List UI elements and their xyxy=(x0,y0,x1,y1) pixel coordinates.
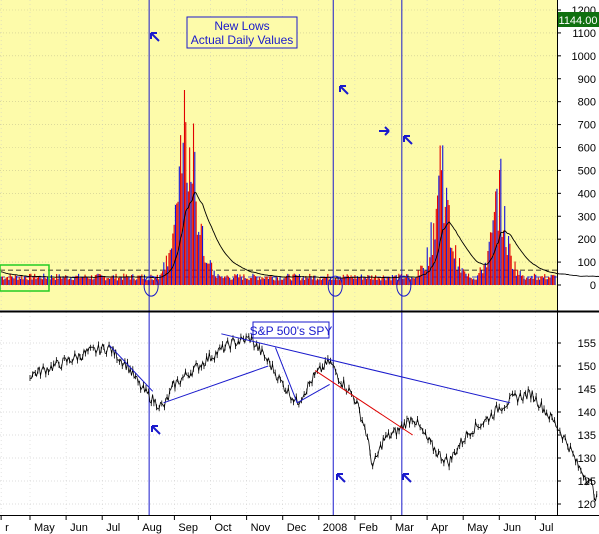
last-value-tag xyxy=(558,12,599,27)
arrow-path xyxy=(150,32,160,42)
trendline xyxy=(296,383,330,404)
x-tick-label: Feb xyxy=(359,522,378,534)
trendline xyxy=(275,347,298,403)
lower-tick-label: 125 xyxy=(578,476,596,488)
highlight-box xyxy=(0,264,50,292)
x-tick-label: 2008 xyxy=(323,522,347,534)
x-tick-label: May xyxy=(34,522,55,534)
x-tick-label: Jun xyxy=(503,522,521,534)
upper-tick-label: 900 xyxy=(578,74,596,86)
arrow-icon xyxy=(336,473,346,483)
new-lows-title-box xyxy=(186,16,298,49)
arrow-icon xyxy=(150,32,160,42)
lower-tick-label: 140 xyxy=(578,407,596,419)
marker-ellipse xyxy=(143,275,159,297)
lower-tick-label: 135 xyxy=(578,430,596,442)
upper-tick-label: 1100 xyxy=(572,28,596,40)
arrow-path xyxy=(379,126,390,136)
x-tick-label: Jul xyxy=(106,522,120,534)
average-line xyxy=(0,191,599,279)
upper-tick-label: 200 xyxy=(578,234,596,246)
x-tick-label: May xyxy=(467,522,488,534)
upper-tick-label: 600 xyxy=(578,143,596,155)
marker-ellipse xyxy=(327,275,343,297)
last-value-label: 1144.00 xyxy=(559,15,598,27)
x-tick-label: r xyxy=(5,522,9,534)
x-tick-label: Sep xyxy=(178,522,198,534)
x-tick-label: Nov xyxy=(251,522,271,534)
arrow-icon xyxy=(379,126,390,136)
new-lows-title-line-2: Actual Daily Values xyxy=(191,33,294,47)
x-tick-label: Aug xyxy=(142,522,162,534)
x-tick-label: Jul xyxy=(539,522,553,534)
trendline xyxy=(163,365,269,404)
x-tick-label: Apr xyxy=(431,522,448,534)
arrow-icon xyxy=(402,473,412,483)
spy-panel-background xyxy=(0,313,557,515)
x-tick-label: Mar xyxy=(395,522,414,534)
arrow-path xyxy=(336,473,346,483)
arrow-icon xyxy=(403,135,413,145)
arrow-icon xyxy=(339,85,349,95)
spy-title-box xyxy=(252,321,330,339)
arrow-path xyxy=(403,135,413,145)
x-tick-label: Oct xyxy=(215,522,232,534)
upper-tick-label: 700 xyxy=(578,120,596,132)
spy-title: S&P 500's SPY xyxy=(250,324,333,338)
arrow-path xyxy=(339,85,349,95)
trendline xyxy=(221,333,511,404)
trendline xyxy=(109,344,154,392)
upper-tick-label: 100 xyxy=(578,257,596,269)
lower-tick-label: 145 xyxy=(578,384,596,396)
price-line xyxy=(29,335,598,502)
upper-tick-label: 300 xyxy=(578,211,596,223)
x-tick-label: Jun xyxy=(70,522,88,534)
upper-tick-label: 500 xyxy=(578,165,596,177)
marker-ellipse xyxy=(396,275,412,297)
arrow-path xyxy=(402,473,412,483)
x-tick-label: Dec xyxy=(287,522,307,534)
lower-tick-label: 155 xyxy=(578,338,596,350)
arrow-path xyxy=(151,425,161,435)
new-lows-title-line-1: New Lows xyxy=(214,19,269,33)
lower-tick-label: 150 xyxy=(578,361,596,373)
upper-tick-label: 0 xyxy=(590,280,596,292)
red-trendline xyxy=(314,370,413,436)
lower-tick-label: 130 xyxy=(578,453,596,465)
new-lows-panel-background xyxy=(0,0,557,310)
upper-tick-label: 400 xyxy=(578,188,596,200)
upper-tick-label: 1000 xyxy=(572,51,596,63)
lower-tick-label: 120 xyxy=(578,499,596,511)
upper-tick-label: 800 xyxy=(578,97,596,109)
arrow-icon xyxy=(151,425,161,435)
